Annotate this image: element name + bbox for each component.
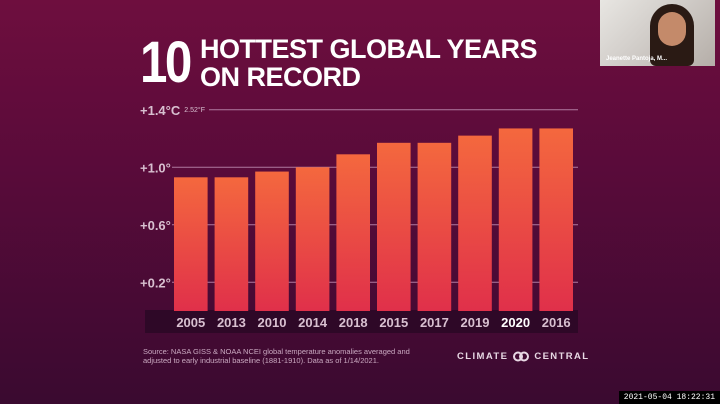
x-tick-label: 2015	[379, 315, 408, 330]
bar-2020	[498, 128, 533, 311]
title-number: 10	[140, 30, 192, 95]
bar-2010	[255, 171, 289, 311]
y-tick-label: +1.4°C	[140, 103, 181, 118]
logo-left: CLIMATE	[457, 351, 509, 362]
bar-2005	[174, 177, 208, 311]
y-tick-label: +0.2°	[140, 275, 171, 290]
title-line2: ON RECORD	[200, 62, 361, 92]
y-tick-label: +1.0°	[140, 160, 171, 175]
x-tick-label: 2014	[298, 315, 328, 330]
bar-2016	[539, 128, 573, 311]
participant-video[interactable]: Jeanette Pantoja, M...	[600, 0, 715, 66]
participant-name: Jeanette Pantoja, M...	[606, 56, 668, 62]
bar-2014	[295, 167, 330, 311]
climate-central-logo: CLIMATE CENTRAL	[457, 351, 590, 362]
bar-2018	[336, 154, 370, 311]
x-tick-label: 2016	[542, 315, 571, 330]
slide-title: 10 HOTTEST GLOBAL YEARS ON RECORD	[140, 30, 538, 95]
source-note: Source: NASA GISS & NOAA NCEI global tem…	[143, 347, 410, 365]
x-tick-label: 2013	[217, 315, 246, 330]
x-tick-label: 2005	[176, 315, 205, 330]
logo-right: CENTRAL	[534, 351, 590, 362]
title-line1: HOTTEST GLOBAL YEARS	[200, 34, 538, 64]
x-tick-label: 2010	[258, 315, 287, 330]
x-tick-label: 2020	[501, 315, 530, 330]
bar-2017	[417, 142, 452, 311]
y-tick-fahrenheit: 2.52°F	[184, 106, 205, 114]
participant-face	[658, 12, 686, 46]
x-tick-label: 2018	[339, 315, 368, 330]
bar-2015	[377, 142, 411, 311]
x-tick-label: 2017	[420, 315, 449, 330]
x-tick-label: 2019	[461, 315, 490, 330]
year-strip	[145, 310, 578, 333]
y-tick-label: +0.6°	[140, 218, 171, 233]
timestamp: 2021-05-04 18:22:31	[618, 391, 720, 404]
logo-rings-icon	[513, 351, 530, 362]
bar-2019	[458, 135, 492, 311]
bar-2013	[214, 177, 249, 311]
